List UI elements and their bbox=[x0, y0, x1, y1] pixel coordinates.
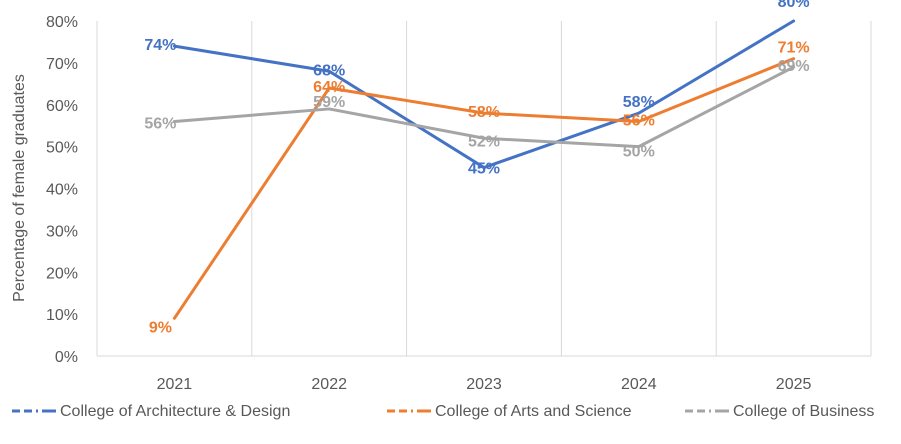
legend-item: College of Business bbox=[685, 403, 874, 420]
data-label: 80% bbox=[778, 0, 810, 11]
data-label: 58% bbox=[468, 104, 500, 121]
y-tick-label: 10% bbox=[46, 307, 78, 324]
legend-label: College of Arts and Science bbox=[435, 403, 632, 420]
x-tick-label: 2022 bbox=[311, 376, 347, 393]
y-tick-label: 20% bbox=[46, 265, 78, 282]
data-label: 52% bbox=[468, 133, 500, 150]
data-label: 59% bbox=[313, 94, 345, 111]
series-layer bbox=[172, 19, 796, 320]
legend-label: College of Business bbox=[733, 403, 874, 420]
y-tick-label: 60% bbox=[46, 98, 78, 115]
data-label: 69% bbox=[778, 58, 810, 75]
data-label: 71% bbox=[778, 40, 810, 57]
legend-item: College of Architecture & Design bbox=[12, 403, 290, 420]
grid-layer bbox=[251, 21, 872, 356]
y-tick-label: 40% bbox=[46, 182, 78, 199]
y-tick-label: 30% bbox=[46, 223, 78, 240]
legend-label: College of Architecture & Design bbox=[60, 403, 290, 420]
y-tick-label: 80% bbox=[46, 14, 78, 31]
data-label: 64% bbox=[313, 79, 345, 96]
data-label: 58% bbox=[623, 94, 655, 111]
series-line-2 bbox=[172, 57, 796, 320]
data-label: 45% bbox=[468, 161, 500, 178]
data-label: 50% bbox=[623, 144, 655, 161]
axis-layer: 0% 10% 20% 30% 40% 50% 60% 70% 80% 2021 2022 2023 20… bbox=[46, 14, 871, 393]
data-label: 74% bbox=[144, 37, 176, 54]
data-label: 9% bbox=[149, 319, 172, 336]
x-tick-label: 2023 bbox=[466, 376, 502, 393]
y-tick-label: 50% bbox=[46, 140, 78, 157]
data-label: 68% bbox=[313, 62, 345, 79]
data-label: 56% bbox=[623, 113, 655, 130]
x-tick-label: 2024 bbox=[621, 376, 657, 393]
x-tick-label: 2025 bbox=[776, 376, 812, 393]
series-line-1 bbox=[172, 19, 796, 170]
data-label-layer: 74% 68% 45% 58% 80% 9% 64% 58% 56% 71% 56% 59% 52% 50… bbox=[144, 0, 809, 336]
y-axis-title: Percentage of female graduates bbox=[11, 74, 28, 302]
legend-item: College of Arts and Science bbox=[387, 403, 632, 420]
y-tick-label: 70% bbox=[46, 56, 78, 73]
data-label: 56% bbox=[144, 116, 176, 133]
x-tick-label: 2021 bbox=[157, 376, 193, 393]
y-tick-label: 0% bbox=[55, 349, 78, 366]
legend: College of Architecture & Design College … bbox=[12, 403, 874, 420]
series-line-3 bbox=[172, 65, 796, 149]
